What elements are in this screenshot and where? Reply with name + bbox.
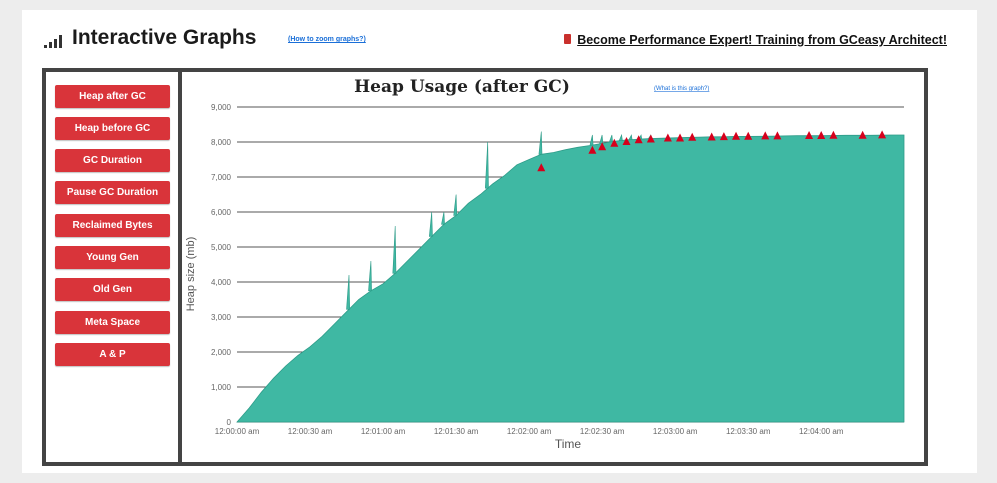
y-tick-label: 1,000 xyxy=(211,383,232,392)
spike xyxy=(484,141,489,189)
graph-menu: Heap after GC Heap before GC GC Duration… xyxy=(46,72,182,462)
pause-gc-duration-button[interactable]: Pause GC Duration xyxy=(55,181,170,204)
book-icon xyxy=(564,33,572,44)
full-gc-marker[interactable] xyxy=(773,131,782,140)
x-tick-label: 12:00:30 am xyxy=(288,427,333,436)
y-axis-ticks: 0 1,000 2,000 3,000 4,000 5,000 6,000 7,000 8,00… xyxy=(211,103,232,427)
x-tick-label: 12:02:30 am xyxy=(580,427,625,436)
heap-area xyxy=(236,134,905,423)
full-gc-marker[interactable] xyxy=(537,163,546,172)
x-tick-label: 12:01:30 am xyxy=(434,427,479,436)
what-is-this-graph-link[interactable]: (What is this graph?) xyxy=(654,86,709,92)
y-axis-label: Heap size (mb) xyxy=(185,237,197,312)
chart-area: Heap Usage (after GC) (What is this grap… xyxy=(182,72,924,462)
x-tick-label: 12:03:30 am xyxy=(726,427,771,436)
full-gc-marker[interactable] xyxy=(663,133,672,142)
full-gc-marker[interactable] xyxy=(719,132,728,141)
graph-frame: Heap after GC Heap before GC GC Duration… xyxy=(42,68,928,466)
y-tick-label: 9,000 xyxy=(211,103,232,112)
full-gc-marker[interactable] xyxy=(588,145,597,154)
spike xyxy=(628,134,633,140)
x-axis-ticks: 12:00:00 am 12:00:30 am 12:01:00 am 12:01:3… xyxy=(215,427,844,436)
spike xyxy=(346,274,351,310)
heap-after-gc-button[interactable]: Heap after GC xyxy=(55,85,170,108)
spike xyxy=(589,134,594,146)
full-gc-marker[interactable] xyxy=(634,135,643,144)
gc-duration-button[interactable]: GC Duration xyxy=(55,149,170,172)
full-gc-marker[interactable] xyxy=(878,130,887,139)
full-gc-marker[interactable] xyxy=(829,130,838,139)
full-gc-marker[interactable] xyxy=(732,131,741,140)
meta-space-button[interactable]: Meta Space xyxy=(55,311,170,334)
spike xyxy=(618,133,623,141)
x-tick-label: 12:02:00 am xyxy=(507,427,552,436)
x-tick-label: 12:03:00 am xyxy=(653,427,698,436)
spike xyxy=(441,211,445,225)
full-gc-marker[interactable] xyxy=(817,131,826,140)
y-tick-label: 6,000 xyxy=(211,208,232,217)
y-tick-label: 5,000 xyxy=(211,243,232,252)
y-tick-label: 0 xyxy=(227,418,232,427)
old-gen-button[interactable]: Old Gen xyxy=(55,278,170,301)
a-and-p-button[interactable]: A & P xyxy=(55,343,170,366)
marker-layer xyxy=(537,130,887,172)
spike-layer xyxy=(346,131,652,310)
x-tick-label: 12:04:00 am xyxy=(799,427,844,436)
page-title: Interactive Graphs xyxy=(72,26,257,49)
spike xyxy=(453,194,458,216)
promo[interactable]: Become Performance Expert! Training from… xyxy=(564,31,947,49)
full-gc-marker[interactable] xyxy=(761,131,770,140)
full-gc-marker[interactable] xyxy=(598,142,607,151)
chart-title: Heap Usage (after GC) xyxy=(354,77,570,97)
full-gc-marker[interactable] xyxy=(610,138,619,147)
y-tick-label: 3,000 xyxy=(211,313,232,322)
young-gen-button[interactable]: Young Gen xyxy=(55,246,170,269)
spike xyxy=(608,134,613,142)
x-tick-label: 12:01:00 am xyxy=(361,427,406,436)
full-gc-marker[interactable] xyxy=(676,133,685,142)
heap-usage-chart[interactable]: Heap Usage (after GC) (What is this grap… xyxy=(182,72,924,462)
full-gc-marker[interactable] xyxy=(858,130,867,139)
spike xyxy=(368,260,372,292)
full-gc-marker[interactable] xyxy=(805,131,814,140)
spike xyxy=(538,131,543,155)
x-axis-label: Time xyxy=(555,437,582,451)
spike xyxy=(428,211,433,237)
signal-bars-icon xyxy=(44,34,66,48)
how-to-zoom-link[interactable]: (How to zoom graphs?) xyxy=(288,36,366,43)
x-tick-label: 12:00:00 am xyxy=(215,427,260,436)
y-tick-label: 4,000 xyxy=(211,278,232,287)
spike xyxy=(599,134,604,144)
header: Interactive Graphs (How to zoom graphs?)… xyxy=(42,26,947,56)
y-tick-label: 8,000 xyxy=(211,138,232,147)
full-gc-marker[interactable] xyxy=(622,137,631,145)
y-tick-label: 7,000 xyxy=(211,173,232,182)
reclaimed-bytes-button[interactable]: Reclaimed Bytes xyxy=(55,214,170,237)
heap-before-gc-button[interactable]: Heap before GC xyxy=(55,117,170,140)
spike xyxy=(392,225,397,274)
promo-link[interactable]: Become Performance Expert! Training from… xyxy=(577,32,947,47)
full-gc-marker[interactable] xyxy=(646,134,655,143)
area-layer xyxy=(236,134,905,423)
y-tick-label: 2,000 xyxy=(211,348,232,357)
full-gc-marker[interactable] xyxy=(744,131,753,140)
full-gc-marker[interactable] xyxy=(707,132,716,141)
page: Interactive Graphs (How to zoom graphs?)… xyxy=(22,10,977,473)
full-gc-marker[interactable] xyxy=(688,132,697,141)
